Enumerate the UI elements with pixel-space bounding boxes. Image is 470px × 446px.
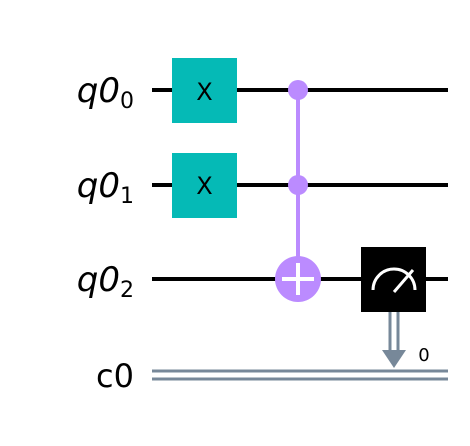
toffoli-gate <box>275 80 321 302</box>
qubit-index-2: 2 <box>120 278 134 303</box>
classical-register-label: c0 <box>96 357 134 395</box>
qubit-label-1: q01 <box>77 166 134 209</box>
qubit-label-2: q02 <box>77 260 134 303</box>
classical-wire <box>152 369 448 381</box>
qubit-label-0: q00 <box>77 71 134 114</box>
qubit-register-0: q0 <box>77 71 120 111</box>
measure-double-line <box>388 310 400 352</box>
qubit-index-1: 1 <box>120 184 134 209</box>
classical-bit-label: 0 <box>418 345 429 366</box>
measure-gate: 0 <box>361 247 430 368</box>
toffoli-control-dot-q0 <box>288 80 308 100</box>
x-gate-q0-label: X <box>196 78 212 106</box>
measure-arrow-icon <box>382 350 406 368</box>
x-gate-q1-label: X <box>196 172 212 200</box>
qubit-index-0: 0 <box>120 89 134 114</box>
toffoli-target-icon <box>275 256 321 302</box>
qubit-register-1: q0 <box>77 166 120 206</box>
meter-icon <box>371 267 417 293</box>
qubit-register-2: q0 <box>77 260 120 300</box>
toffoli-control-dot-q1 <box>288 175 308 195</box>
x-gate-q0: X <box>172 58 237 123</box>
x-gate-q1: X <box>172 153 237 218</box>
measure-box <box>361 247 426 312</box>
